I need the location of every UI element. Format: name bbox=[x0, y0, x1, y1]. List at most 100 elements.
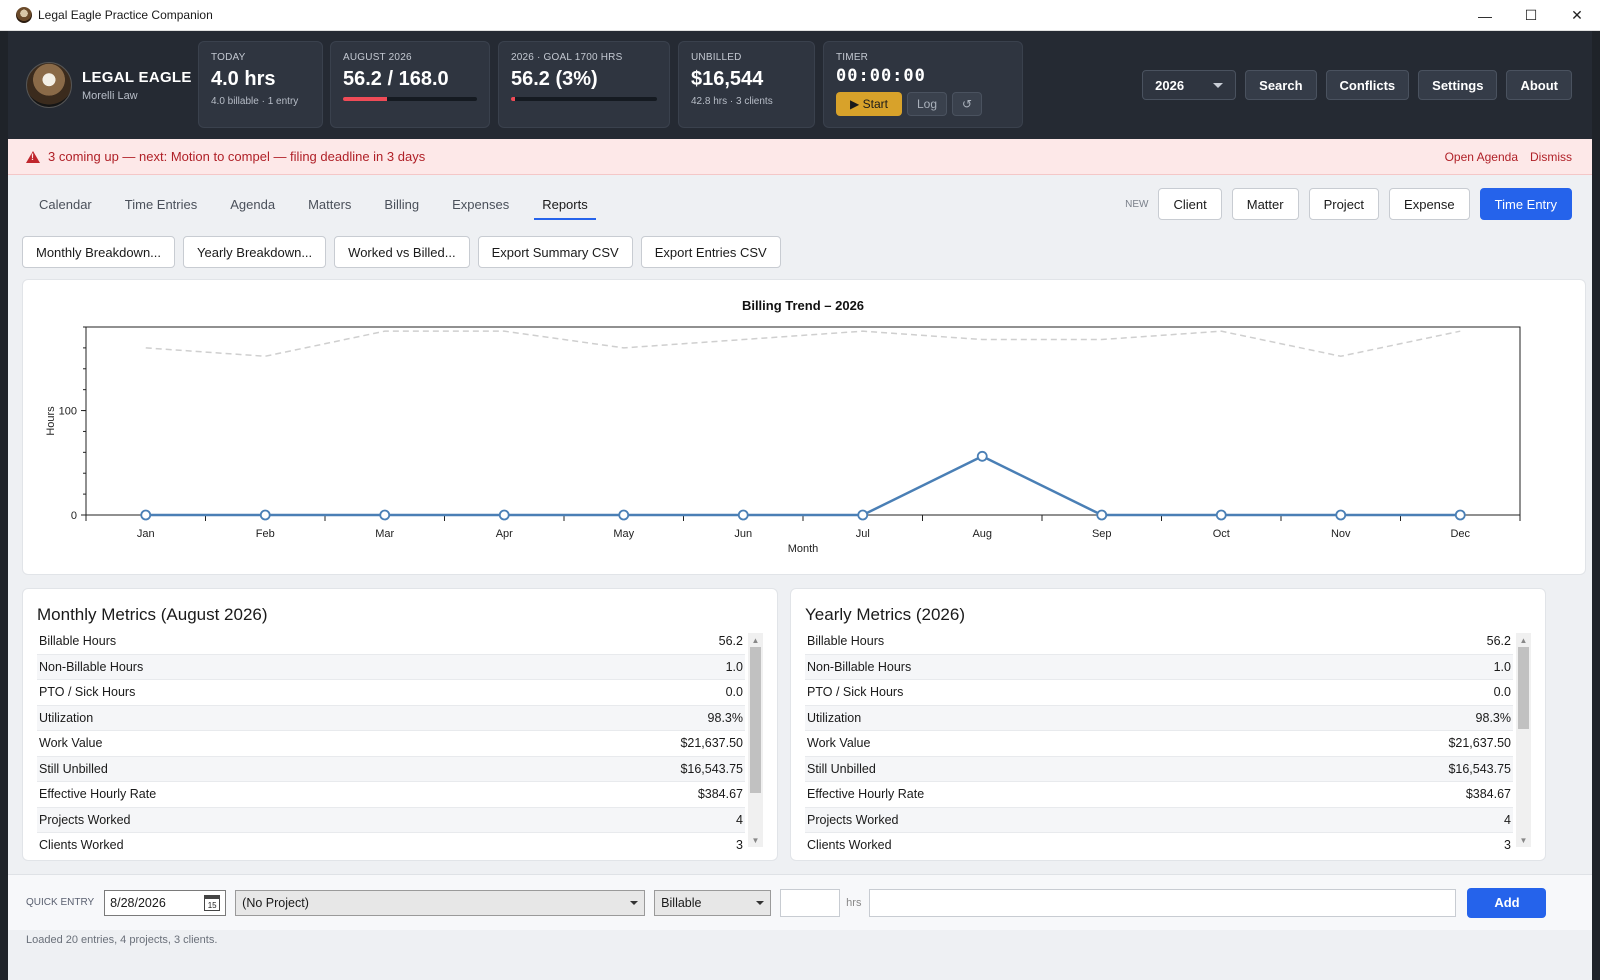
data-point bbox=[737, 509, 749, 521]
scroll-down-icon[interactable]: ▼ bbox=[751, 835, 760, 845]
metric-value: $21,637.50 bbox=[680, 736, 743, 751]
main-content: 3 coming up — next: Motion to compel — f… bbox=[8, 139, 1592, 980]
metric-label: Work Value bbox=[807, 736, 871, 751]
tab-reports[interactable]: Reports bbox=[534, 195, 596, 220]
search-button[interactable]: Search bbox=[1245, 70, 1317, 100]
y-tick-label: 0 bbox=[71, 510, 77, 522]
tab-calendar[interactable]: Calendar bbox=[39, 197, 92, 212]
add-entry-button[interactable]: Add bbox=[1467, 887, 1547, 918]
yearly-scrollbar[interactable]: ▲ ▼ bbox=[1516, 633, 1531, 847]
settings-button[interactable]: Settings bbox=[1418, 70, 1498, 100]
close-button[interactable]: ✕ bbox=[1571, 7, 1583, 23]
data-point bbox=[498, 509, 510, 521]
tab-expenses[interactable]: Expenses bbox=[452, 197, 510, 212]
report-button-2[interactable]: Worked vs Billed... bbox=[334, 236, 470, 268]
quick-entry-label: QUICK ENTRY bbox=[26, 897, 95, 908]
scrollbar-thumb[interactable] bbox=[1518, 647, 1529, 729]
description-input[interactable] bbox=[869, 888, 1457, 917]
scroll-up-icon[interactable]: ▲ bbox=[1519, 635, 1528, 645]
scrollbar-thumb[interactable] bbox=[750, 647, 761, 793]
report-button-1[interactable]: Yearly Breakdown... bbox=[183, 236, 327, 268]
x-tick-label: Jun bbox=[734, 528, 752, 540]
new-client-button[interactable]: Client bbox=[1158, 188, 1222, 220]
today-value: 4.0 hrs bbox=[211, 68, 276, 90]
tab-agenda[interactable]: Agenda bbox=[230, 197, 276, 212]
metric-row: Projects Worked 4 bbox=[805, 807, 1513, 833]
entry-type-select[interactable]: Billable bbox=[654, 889, 772, 916]
data-point bbox=[259, 509, 271, 521]
scroll-down-icon[interactable]: ▼ bbox=[1519, 835, 1528, 845]
tab-time-entries[interactable]: Time Entries bbox=[124, 197, 198, 212]
calendar-icon[interactable]: 15 bbox=[204, 894, 221, 911]
unbilled-card: UNBILLED $16,544 42.8 hrs · 3 clients bbox=[678, 41, 815, 128]
open-agenda-link[interactable]: Open Agenda bbox=[1444, 150, 1518, 164]
today-detail: 4.0 billable · 1 entry bbox=[211, 96, 299, 107]
new-project-button[interactable]: Project bbox=[1308, 188, 1380, 220]
unbilled-label: UNBILLED bbox=[691, 52, 742, 63]
metric-value: 3 bbox=[1504, 838, 1511, 849]
hours-input[interactable] bbox=[780, 888, 841, 917]
data-point bbox=[618, 509, 630, 521]
scroll-up-icon[interactable]: ▲ bbox=[751, 635, 760, 645]
report-button-0[interactable]: Monthly Breakdown... bbox=[22, 236, 176, 268]
timer-start-button[interactable]: ▶ Start bbox=[836, 92, 902, 116]
metric-label: Projects Worked bbox=[39, 812, 131, 827]
report-button-4[interactable]: Export Entries CSV bbox=[640, 236, 781, 268]
metric-label: Projects Worked bbox=[807, 812, 899, 827]
metric-label: Utilization bbox=[807, 710, 862, 725]
x-tick-label: Aug bbox=[972, 528, 992, 540]
new-time-entry-button[interactable]: Time Entry bbox=[1479, 188, 1572, 220]
hours-unit-label: hrs bbox=[846, 896, 862, 909]
timer-log-button[interactable]: Log bbox=[907, 92, 947, 116]
metric-label: Effective Hourly Rate bbox=[39, 787, 157, 802]
date-picker[interactable]: 8/28/2026 15 bbox=[104, 889, 227, 916]
month-card: AUGUST 2026 56.2 / 168.0 bbox=[330, 41, 490, 128]
new-matter-button[interactable]: Matter bbox=[1231, 188, 1299, 220]
metric-value: 98.3% bbox=[707, 710, 743, 725]
metric-row: Billable Hours 56.2 bbox=[805, 629, 1513, 655]
new-label: NEW bbox=[1125, 198, 1149, 210]
report-button-3[interactable]: Export Summary CSV bbox=[477, 236, 633, 268]
metric-row: PTO / Sick Hours 0.0 bbox=[805, 680, 1513, 706]
project-select-value: (No Project) bbox=[242, 895, 309, 910]
new-expense-button[interactable]: Expense bbox=[1389, 188, 1470, 220]
x-tick-label: Jan bbox=[137, 528, 155, 540]
firm-name: Morelli Law bbox=[82, 90, 138, 102]
data-point bbox=[1454, 509, 1466, 521]
timer-label: TIMER bbox=[836, 52, 869, 63]
tab-billing[interactable]: Billing bbox=[384, 197, 420, 212]
metric-label: PTO / Sick Hours bbox=[807, 685, 904, 700]
eagle-logo-icon bbox=[26, 62, 72, 108]
alert-actions: Open Agenda Dismiss bbox=[1445, 150, 1572, 164]
title-bar: Legal Eagle Practice Companion — ☐ ✕ bbox=[0, 0, 1600, 31]
chevron-down-icon bbox=[630, 900, 639, 905]
brand-name: LEGAL EAGLE bbox=[82, 69, 192, 86]
chevron-down-icon bbox=[1213, 82, 1224, 88]
warning-icon bbox=[26, 150, 40, 163]
timer-reset-button[interactable]: ↺ bbox=[952, 92, 982, 116]
metric-value: 98.3% bbox=[1475, 710, 1511, 725]
month-label: AUGUST 2026 bbox=[343, 52, 412, 63]
maximize-button[interactable]: ☐ bbox=[1524, 7, 1538, 23]
metric-row: Still Unbilled $16,543.75 bbox=[805, 756, 1513, 782]
yearly-metrics-title: Yearly Metrics (2026) bbox=[805, 605, 965, 624]
year-value: 56.2 (3%) bbox=[511, 68, 598, 90]
timer-value: 00:00:00 bbox=[836, 66, 926, 86]
conflicts-button[interactable]: Conflicts bbox=[1325, 70, 1410, 100]
minimize-button[interactable]: — bbox=[1478, 7, 1492, 24]
metric-value: 3 bbox=[736, 838, 743, 849]
monthly-scrollbar[interactable]: ▲ ▼ bbox=[748, 633, 763, 847]
metric-row: Utilization 98.3% bbox=[805, 705, 1513, 731]
alert-message: 3 coming up — next: Motion to compel — f… bbox=[48, 149, 426, 164]
dismiss-link[interactable]: Dismiss bbox=[1530, 150, 1572, 164]
project-select[interactable]: (No Project) bbox=[235, 889, 646, 916]
plot-frame bbox=[85, 326, 1521, 516]
tab-matters[interactable]: Matters bbox=[308, 197, 352, 212]
metric-row: Work Value $21,637.50 bbox=[805, 731, 1513, 757]
metric-label: Clients Worked bbox=[39, 838, 124, 849]
metric-value: 56.2 bbox=[1486, 634, 1511, 649]
data-point bbox=[1215, 509, 1227, 521]
year-select[interactable]: 2026 bbox=[1142, 70, 1237, 100]
about-button[interactable]: About bbox=[1506, 70, 1572, 100]
deadline-alert: 3 coming up — next: Motion to compel — f… bbox=[8, 139, 1592, 175]
